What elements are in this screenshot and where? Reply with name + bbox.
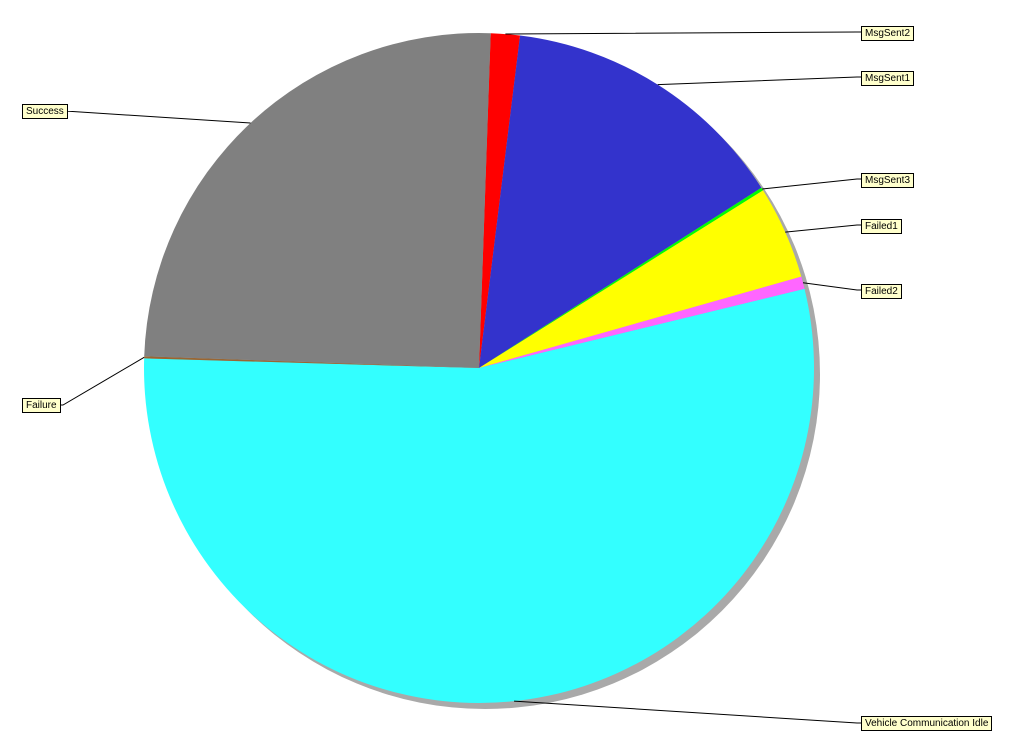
pie-slice bbox=[144, 33, 490, 368]
pie-slice bbox=[144, 289, 814, 703]
leader-line bbox=[514, 701, 861, 723]
label-vehicle-communication-idle: Vehicle Communication Idle bbox=[861, 716, 992, 731]
leader-line bbox=[61, 357, 144, 405]
label-msgsent1: MsgSent1 bbox=[861, 71, 914, 86]
pie-slice bbox=[479, 36, 761, 368]
label-failure: Failure bbox=[22, 398, 61, 413]
pie-chart bbox=[0, 0, 1019, 748]
label-failed2: Failed2 bbox=[861, 284, 902, 299]
label-msgsent2: MsgSent2 bbox=[861, 26, 914, 41]
leader-line bbox=[803, 283, 861, 290]
pie-slice bbox=[479, 33, 520, 368]
label-msgsent3: MsgSent3 bbox=[861, 173, 914, 188]
leader-line bbox=[505, 32, 861, 34]
pie-slice bbox=[479, 188, 763, 368]
leader-line bbox=[785, 225, 861, 232]
label-failed1: Failed1 bbox=[861, 219, 902, 234]
leader-line bbox=[762, 179, 861, 189]
label-success: Success bbox=[22, 104, 68, 119]
leader-line bbox=[658, 77, 861, 85]
leader-line bbox=[65, 111, 251, 123]
pie-slice bbox=[144, 356, 479, 368]
pie-slice bbox=[479, 190, 801, 368]
pie-slice bbox=[479, 277, 805, 368]
